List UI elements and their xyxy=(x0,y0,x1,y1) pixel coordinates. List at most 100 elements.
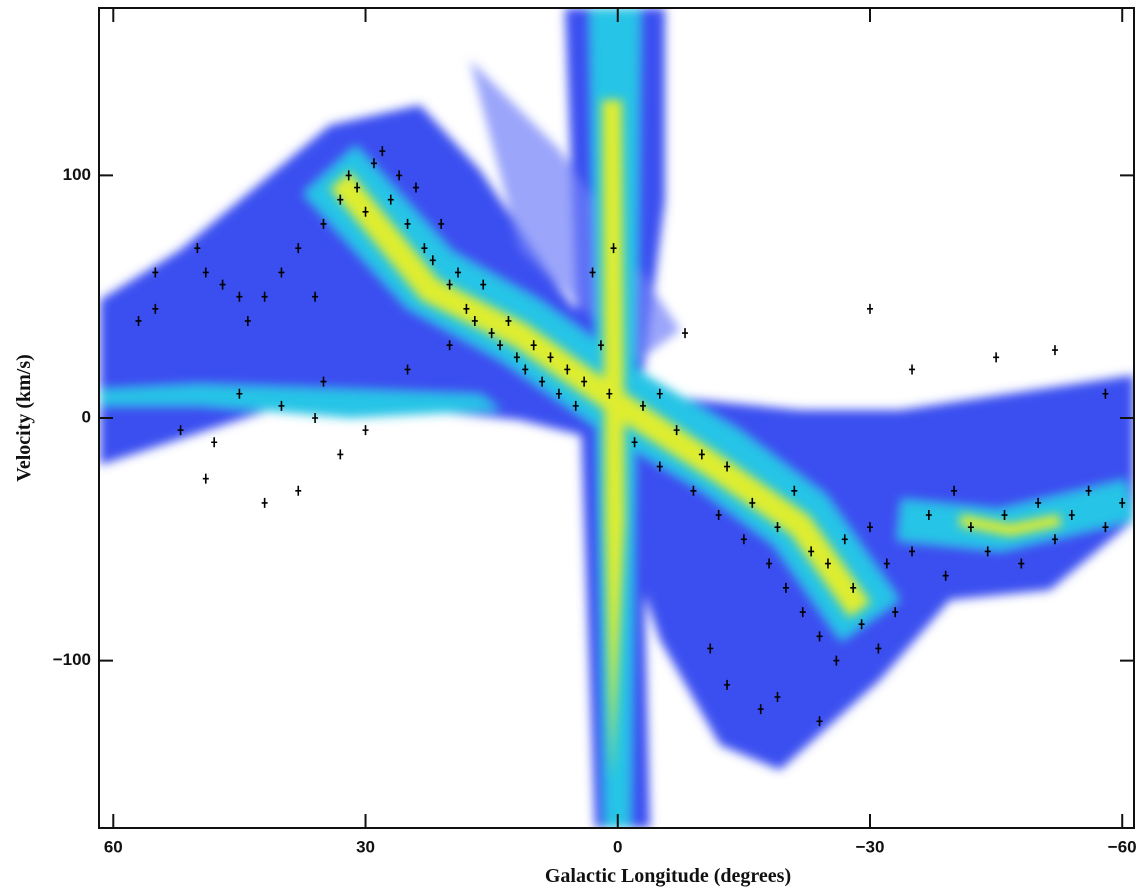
source-marker xyxy=(362,206,369,217)
source-marker xyxy=(984,546,991,557)
x-tick-label: 30 xyxy=(356,837,375,856)
source-marker xyxy=(513,352,520,363)
source-marker xyxy=(782,582,789,593)
source-marker xyxy=(152,303,159,314)
source-marker xyxy=(446,279,453,290)
source-marker xyxy=(505,315,512,326)
source-marker xyxy=(312,413,319,423)
source-marker xyxy=(278,400,285,411)
source-marker xyxy=(412,182,419,193)
source-marker xyxy=(362,425,369,436)
source-marker xyxy=(421,243,428,254)
source-marker xyxy=(438,218,445,229)
source-marker xyxy=(152,267,159,278)
source-marker xyxy=(345,170,352,181)
source-marker xyxy=(673,425,680,436)
source-marker xyxy=(295,485,302,496)
source-marker xyxy=(610,243,617,254)
source-marker xyxy=(925,510,932,521)
source-marker xyxy=(480,279,487,290)
source-marker xyxy=(488,328,495,339)
source-marker xyxy=(833,655,840,666)
source-marker xyxy=(1085,485,1092,496)
source-marker xyxy=(177,425,184,436)
source-marker xyxy=(261,291,268,302)
source-marker xyxy=(1068,510,1075,521)
y-tick-label: −100 xyxy=(53,650,91,669)
source-marker xyxy=(824,558,831,569)
source-marker xyxy=(446,340,453,351)
source-marker xyxy=(455,267,462,278)
x-tick-label: −30 xyxy=(856,837,885,856)
source-marker xyxy=(1102,388,1109,399)
source-marker xyxy=(631,437,638,448)
source-marker xyxy=(791,485,798,496)
source-marker xyxy=(564,364,571,375)
y-tick-label: 0 xyxy=(82,407,91,426)
source-marker xyxy=(337,194,344,205)
source-marker xyxy=(690,485,697,496)
source-marker xyxy=(698,449,705,460)
y-axis-title: Velocity (km/s) xyxy=(13,354,35,482)
emission-map xyxy=(100,8,1134,828)
source-marker xyxy=(1018,558,1025,569)
source-marker xyxy=(892,607,899,618)
y-tick-label: 100 xyxy=(63,165,91,184)
source-marker xyxy=(597,340,604,351)
source-marker xyxy=(555,388,562,399)
source-marker xyxy=(909,364,916,375)
source-marker xyxy=(463,303,470,314)
source-marker xyxy=(244,315,251,326)
source-marker xyxy=(866,303,873,314)
source-marker xyxy=(589,267,596,278)
source-marker xyxy=(639,400,646,411)
source-marker xyxy=(522,364,529,375)
source-marker xyxy=(261,497,268,508)
source-marker xyxy=(1102,522,1109,533)
source-marker xyxy=(194,243,201,254)
source-marker xyxy=(909,546,916,557)
source-marker xyxy=(951,485,958,496)
source-marker xyxy=(497,340,504,351)
source-marker xyxy=(337,449,344,460)
source-marker xyxy=(816,716,823,727)
source-marker xyxy=(219,279,226,290)
source-marker xyxy=(841,534,848,545)
source-marker xyxy=(715,510,722,521)
source-marker xyxy=(404,364,411,375)
x-tick-label: 60 xyxy=(104,837,123,856)
source-marker xyxy=(606,388,613,399)
source-marker xyxy=(1051,534,1058,545)
source-marker xyxy=(387,194,394,205)
x-tick-label: 0 xyxy=(613,837,622,856)
source-marker xyxy=(379,146,386,157)
source-marker xyxy=(656,388,663,399)
source-marker xyxy=(236,291,243,302)
source-marker xyxy=(967,522,974,533)
source-marker xyxy=(539,376,546,387)
source-marker xyxy=(858,619,865,630)
source-marker xyxy=(724,679,731,690)
source-marker xyxy=(799,607,806,618)
source-marker xyxy=(530,340,537,351)
source-marker xyxy=(656,461,663,472)
source-marker xyxy=(312,291,319,302)
source-marker xyxy=(883,558,890,569)
source-marker xyxy=(816,631,823,642)
source-marker xyxy=(396,170,403,181)
source-marker xyxy=(993,352,1000,363)
source-marker xyxy=(135,315,142,326)
source-marker xyxy=(202,267,209,278)
source-marker xyxy=(942,570,949,581)
source-marker xyxy=(471,315,478,326)
source-marker xyxy=(581,376,588,387)
source-marker xyxy=(757,704,764,715)
source-marker xyxy=(354,182,361,193)
source-marker xyxy=(1001,510,1008,521)
source-marker xyxy=(1035,497,1042,508)
source-marker xyxy=(774,691,781,702)
source-marker xyxy=(404,218,411,229)
source-marker xyxy=(749,497,756,508)
source-marker xyxy=(766,558,773,569)
